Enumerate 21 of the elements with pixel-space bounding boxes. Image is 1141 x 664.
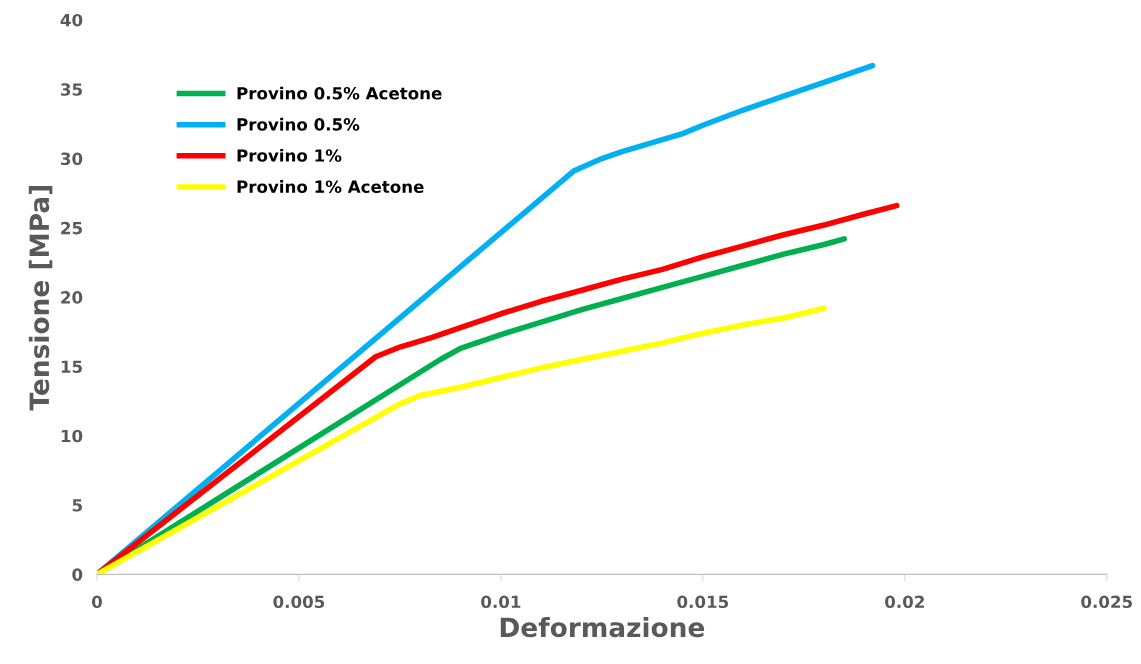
y-tick-label: 35 bbox=[61, 83, 82, 96]
legend-label: Provino 0.5% Acetone bbox=[237, 86, 442, 100]
x-tick-label: 0.015 bbox=[677, 595, 729, 609]
legend-label: Provino 1% Acetone bbox=[237, 180, 424, 193]
y-tick-label: 40 bbox=[60, 13, 83, 27]
y-tick-label: 0 bbox=[72, 568, 83, 581]
y-tick-label: 25 bbox=[61, 221, 82, 235]
x-tick-label: 0.025 bbox=[1081, 595, 1132, 609]
y-tick-label: 5 bbox=[72, 499, 82, 512]
y-axis-title: Tensione [MPa] bbox=[28, 186, 53, 411]
y-tick-label: 10 bbox=[61, 429, 83, 443]
x-tick-label: 0 bbox=[91, 595, 102, 609]
x-axis-title: Deformazione bbox=[500, 616, 705, 638]
y-tick-label: 20 bbox=[61, 291, 83, 304]
legend-label: Provino 1% bbox=[237, 148, 342, 162]
x-tick-label: 0.01 bbox=[481, 595, 521, 609]
y-tick-label: 30 bbox=[61, 152, 83, 166]
legend-label: Provino 0.5% bbox=[237, 117, 360, 131]
y-tick-label: 15 bbox=[61, 360, 82, 374]
x-tick-label: 0.005 bbox=[273, 595, 325, 609]
x-tick-label: 0.02 bbox=[885, 595, 924, 609]
